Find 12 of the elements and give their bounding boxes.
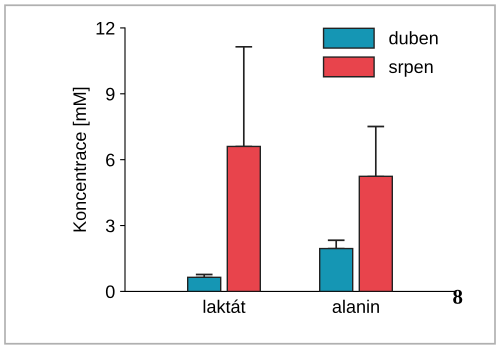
x-tick-label: alanin: [332, 300, 379, 314]
y-tick-label: 12: [96, 22, 114, 34]
annotation: 8: [453, 290, 462, 304]
y-tick-label: 9: [106, 88, 114, 101]
y-axis-title: Koncentrace [mM]: [72, 88, 90, 232]
y-tick-label: 3: [106, 219, 114, 232]
y-tick-label: 6: [106, 154, 114, 166]
x-tick-label: laktát: [204, 300, 246, 314]
y-tick-label: 0: [106, 285, 115, 298]
legend-label: duben: [389, 31, 438, 44]
bar: [187, 276, 222, 292]
legend-label: srpen: [389, 63, 433, 77]
